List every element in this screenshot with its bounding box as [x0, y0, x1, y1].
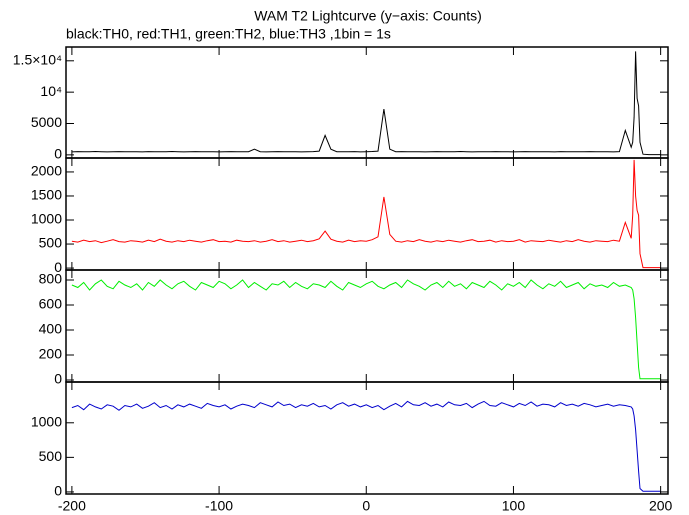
y-tick-label: 1.5×10⁴ — [13, 51, 62, 67]
y-tick-label: 400 — [39, 321, 63, 337]
y-tick-label: 1000 — [31, 413, 62, 429]
panel-frame — [65, 157, 669, 271]
lightcurve — [71, 159, 661, 269]
y-tick-label: 500 — [39, 235, 63, 251]
y-tick-label: 1500 — [31, 187, 62, 203]
lightcurve — [71, 400, 661, 492]
lightcurve — [71, 51, 661, 156]
x-tick-label: -100 — [205, 498, 233, 514]
x-tick-label: 100 — [502, 498, 526, 514]
y-tick-label: 200 — [39, 346, 63, 362]
panel-frame — [65, 269, 669, 383]
y-tick-label: 5000 — [31, 114, 62, 130]
x-tick-label: 200 — [649, 498, 673, 514]
y-tick-label: 10⁴ — [40, 83, 62, 99]
y-tick-label: 0 — [54, 146, 62, 162]
y-tick-label: 800 — [39, 271, 63, 287]
y-tick-label: 500 — [39, 448, 63, 464]
chart-title: WAM T2 Lightcurve (y−axis: Counts) — [254, 8, 482, 24]
y-tick-label: 1000 — [31, 211, 62, 227]
x-tick-label: -200 — [58, 498, 86, 514]
chart-subtitle: black:TH0, red:TH1, green:TH2, blue:TH3 … — [66, 26, 391, 42]
y-tick-label: 0 — [54, 483, 62, 499]
lightcurve — [71, 279, 661, 380]
y-tick-label: 600 — [39, 296, 63, 312]
y-tick-label: 0 — [54, 371, 62, 387]
y-tick-label: 0 — [54, 259, 62, 275]
panel-frame — [65, 381, 669, 495]
x-tick-label: 0 — [362, 498, 370, 514]
panel-frame — [65, 46, 669, 159]
y-tick-label: 2000 — [31, 163, 62, 179]
